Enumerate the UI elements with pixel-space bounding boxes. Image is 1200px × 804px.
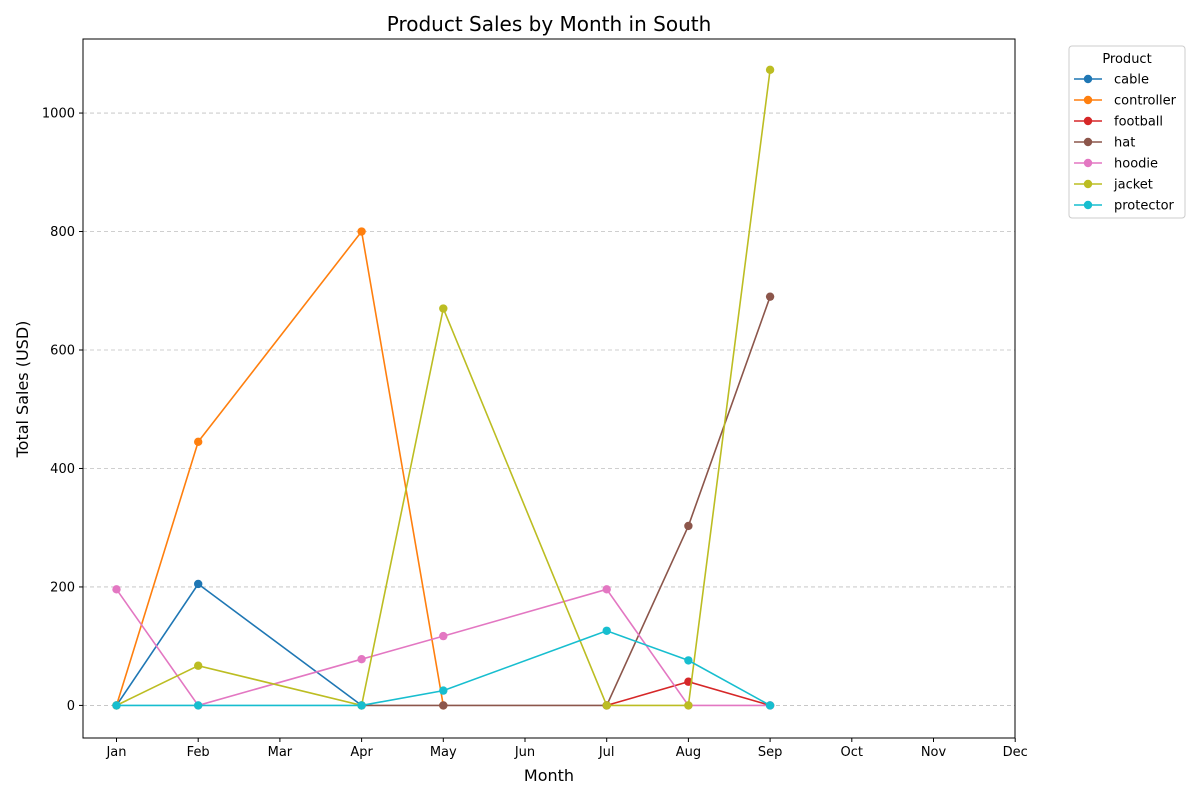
- x-tick-label: May: [430, 745, 457, 760]
- series-line-controller: [115, 229, 445, 706]
- data-point-jacket: [194, 661, 203, 670]
- data-point-controller: [357, 227, 366, 236]
- y-tick-label: 1000: [42, 107, 75, 122]
- data-point-controller: [194, 437, 203, 447]
- chart-title: Product Sales by Month in South: [387, 12, 712, 36]
- x-tick-label: Feb: [187, 745, 210, 760]
- data-point-protector: [194, 701, 203, 710]
- data-point-protector: [602, 626, 611, 635]
- data-point-jacket: [602, 701, 611, 710]
- data-point-hat: [684, 521, 693, 531]
- legend: Product cable controller football hat hoodie…: [1068, 45, 1186, 219]
- plot-frame: [82, 38, 1016, 739]
- x-tick-label: Sep: [758, 745, 783, 760]
- x-tick-label: Aug: [676, 745, 701, 760]
- data-point-protector: [684, 656, 693, 665]
- series-protector: [112, 626, 775, 710]
- legend-marker: [1083, 200, 1093, 210]
- y-tick-label: 200: [50, 580, 75, 595]
- data-point-hat: [765, 292, 775, 301]
- data-point-hoodie: [112, 585, 121, 594]
- data-point-jacket: [439, 304, 448, 313]
- x-axis: Jan Feb Mar Apr May Jun Jul Aug Sep Oct Nov Dec: [105, 738, 1028, 760]
- legend-frame: [1068, 45, 1186, 219]
- legend-entry: cable: [1114, 73, 1149, 88]
- legend-entry: jacket: [1113, 178, 1153, 193]
- x-tick-label: Jun: [514, 745, 535, 760]
- data-point-cable: [194, 579, 203, 589]
- x-tick-label: Jan: [105, 745, 126, 760]
- y-tick-label: 400: [50, 462, 75, 477]
- y-tick-label: 0: [67, 699, 75, 714]
- legend-items: cable controller football hat hoodie jacket pr…: [1074, 73, 1177, 214]
- series-jacket: [112, 65, 775, 710]
- y-axis-label: Total Sales (USD): [13, 321, 32, 459]
- legend-title: Product: [1102, 52, 1151, 67]
- data-point-protector: [357, 701, 366, 710]
- x-tick-label: Apr: [350, 745, 373, 760]
- data-point-hoodie: [357, 655, 366, 664]
- x-tick-label: Mar: [268, 745, 293, 760]
- x-tick-label: Dec: [1003, 745, 1028, 760]
- y-axis: 0 200 400 600 800 1000: [42, 107, 83, 714]
- legend-marker: [1083, 95, 1093, 105]
- data-point-hat: [439, 701, 448, 710]
- data-point-jacket: [765, 65, 775, 75]
- legend-entry: controller: [1114, 94, 1177, 109]
- series-hat: [357, 292, 775, 710]
- series-layer: [112, 65, 775, 710]
- legend-marker: [1083, 137, 1093, 147]
- legend-entry: hat: [1114, 136, 1135, 151]
- x-tick-label: Nov: [921, 745, 947, 760]
- legend-marker: [1083, 158, 1093, 168]
- data-point-hoodie: [439, 631, 448, 641]
- data-point-hoodie: [602, 585, 611, 594]
- data-point-jacket: [684, 701, 693, 710]
- legend-entry: protector: [1114, 199, 1175, 214]
- series-line-hat: [361, 296, 771, 707]
- data-point-protector: [112, 701, 121, 710]
- y-tick-label: 600: [50, 343, 75, 358]
- x-axis-label: Month: [524, 766, 574, 785]
- series-cable: [112, 579, 366, 710]
- legend-marker: [1083, 179, 1093, 189]
- legend-entry: hoodie: [1114, 157, 1158, 172]
- data-point-protector: [765, 701, 775, 710]
- legend-entry: football: [1114, 115, 1163, 130]
- series-line-jacket: [116, 69, 771, 707]
- y-tick-label: 800: [50, 225, 75, 240]
- legend-marker: [1083, 116, 1093, 126]
- x-tick-label: Jul: [598, 745, 615, 760]
- x-tick-label: Oct: [841, 745, 863, 760]
- data-point-protector: [439, 686, 448, 695]
- legend-marker: [1083, 74, 1093, 84]
